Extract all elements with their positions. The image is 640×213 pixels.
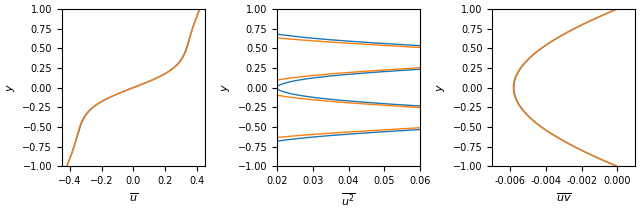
X-axis label: $\overline{uv}$: $\overline{uv}$ <box>556 192 572 204</box>
Y-axis label: $y$: $y$ <box>435 83 447 92</box>
X-axis label: $\overline{u^2}$: $\overline{u^2}$ <box>341 192 356 208</box>
Y-axis label: $y$: $y$ <box>5 83 17 92</box>
Y-axis label: $y$: $y$ <box>220 83 232 92</box>
X-axis label: $\overline{u}$: $\overline{u}$ <box>129 192 138 204</box>
